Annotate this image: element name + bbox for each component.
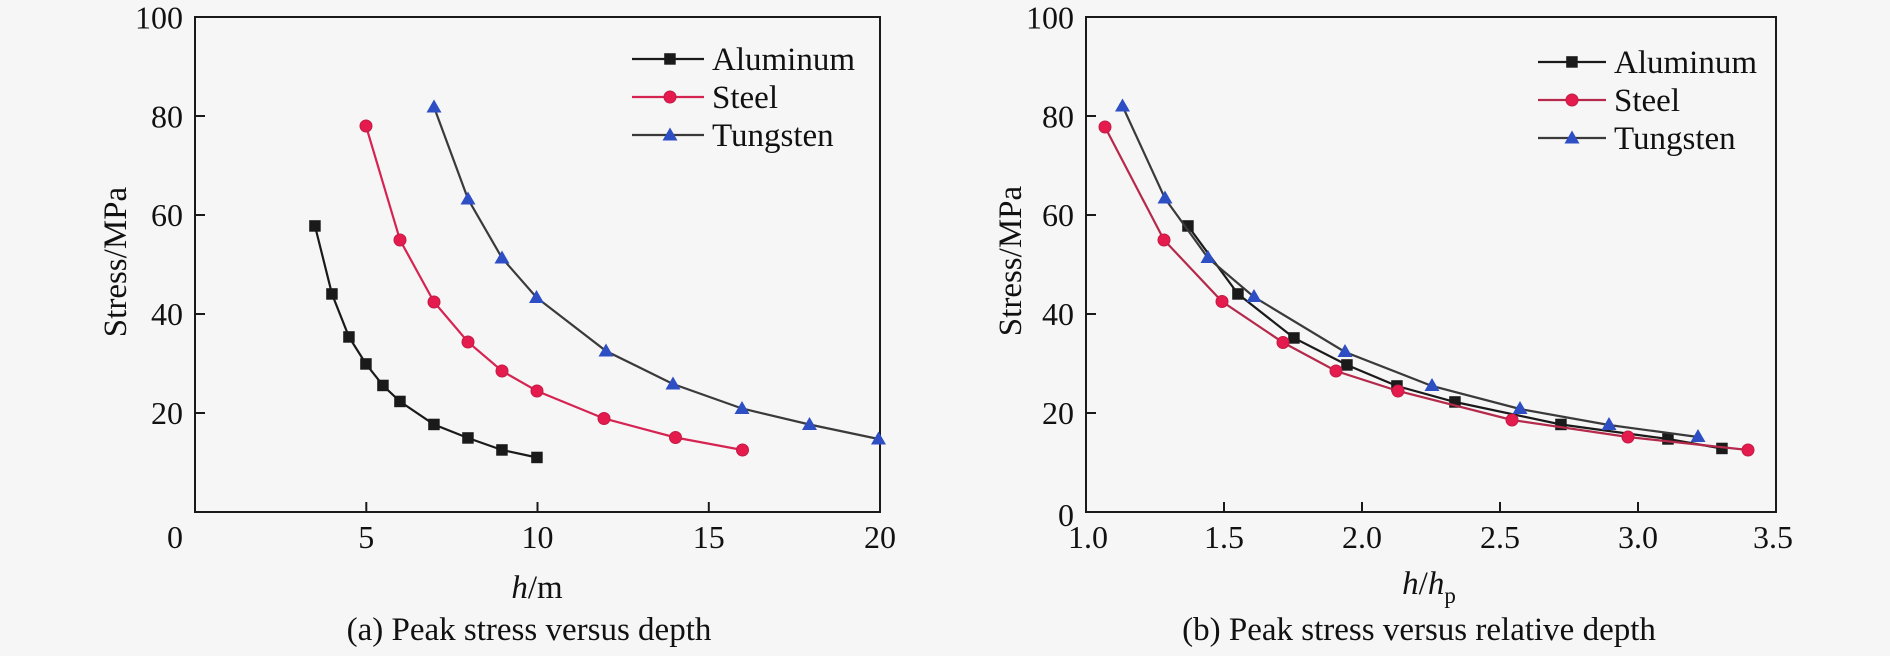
svg-text:0: 0: [167, 519, 183, 555]
svg-text:10: 10: [522, 519, 554, 555]
svg-text:20: 20: [151, 395, 183, 431]
svg-text:Tungsten: Tungsten: [1614, 121, 1736, 157]
svg-text:Steel: Steel: [712, 80, 778, 116]
svg-text:Tungsten: Tungsten: [712, 118, 834, 154]
svg-text:Aluminum: Aluminum: [712, 42, 855, 78]
svg-text:20: 20: [864, 519, 896, 555]
svg-text:1.0: 1.0: [1068, 519, 1108, 555]
svg-text:(b) Peak stress versus relativ: (b) Peak stress versus relative depth: [1182, 612, 1656, 648]
svg-text:Stress/MPa: Stress/MPa: [98, 186, 134, 337]
svg-text:60: 60: [1042, 197, 1074, 233]
svg-text:3.0: 3.0: [1618, 519, 1658, 555]
svg-text:Aluminum: Aluminum: [1614, 45, 1757, 81]
svg-text:Steel: Steel: [1614, 83, 1680, 119]
svg-text:100: 100: [135, 0, 183, 36]
svg-text:3.5: 3.5: [1753, 519, 1793, 555]
svg-text:100: 100: [1026, 0, 1074, 36]
svg-text:5: 5: [358, 519, 374, 555]
svg-text:80: 80: [151, 99, 183, 135]
svg-text:2.5: 2.5: [1480, 519, 1520, 555]
svg-text:h/m: h/m: [511, 570, 563, 606]
svg-text:60: 60: [151, 197, 183, 233]
svg-text:15: 15: [693, 519, 725, 555]
svg-text:20: 20: [1042, 395, 1074, 431]
svg-text:1.5: 1.5: [1204, 519, 1244, 555]
svg-text:80: 80: [1042, 99, 1074, 135]
svg-text:0: 0: [1058, 497, 1074, 533]
svg-text:40: 40: [1042, 296, 1074, 332]
svg-text:40: 40: [151, 296, 183, 332]
svg-text:(a) Peak stress versus depth: (a) Peak stress versus depth: [347, 612, 712, 648]
svg-text:Stress/MPa: Stress/MPa: [993, 185, 1029, 336]
svg-text:2.0: 2.0: [1342, 519, 1382, 555]
